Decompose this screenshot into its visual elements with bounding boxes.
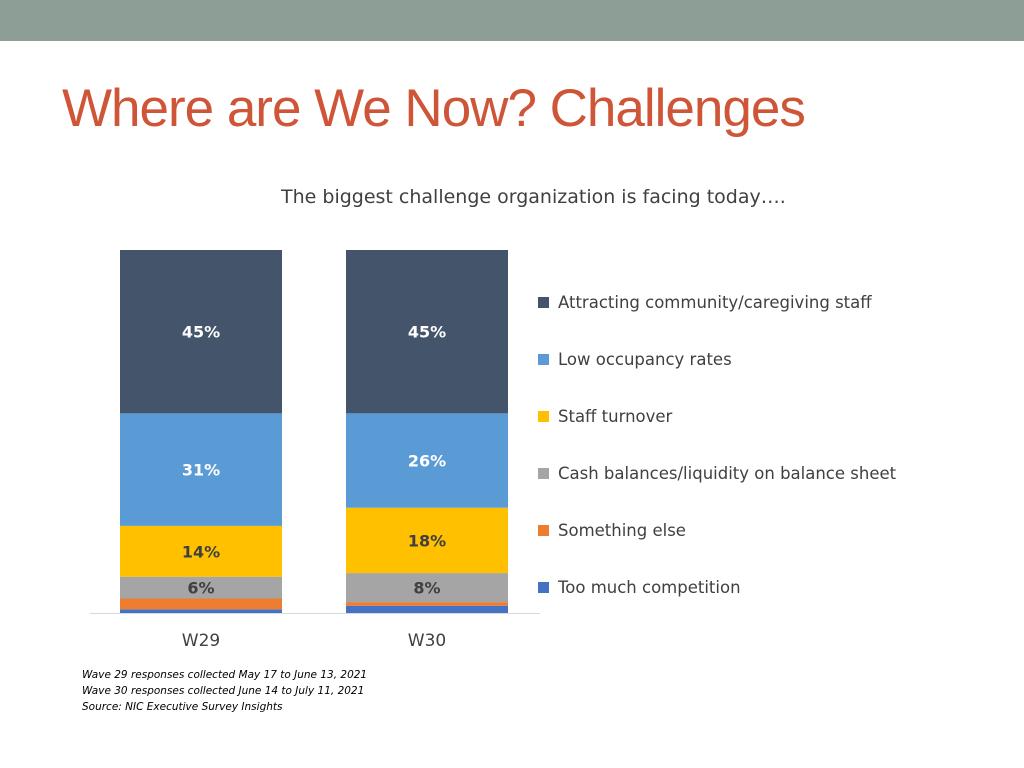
legend-swatch bbox=[538, 524, 549, 536]
bar-w29-attracting-community-caregiving-staff bbox=[120, 250, 282, 414]
footnote-wave-29: Wave 29 responses collected May 17 to Ju… bbox=[82, 669, 368, 681]
legend-item-too-much-competition: Too much competition bbox=[538, 575, 741, 599]
data-label-w29-low-occupancy-rates: 31% bbox=[182, 461, 220, 480]
legend-label: Low occupancy rates bbox=[558, 349, 732, 369]
legend-item-low-occupancy-rates: Low occupancy rates bbox=[538, 347, 732, 371]
bar-w30-cash-balances-liquidity-on-balance-sheet bbox=[346, 573, 508, 603]
legend-swatch bbox=[538, 296, 549, 308]
data-label-w30-cash-balances-liquidity-on-balance-sheet: 8% bbox=[413, 579, 440, 598]
bar-w30-low-occupancy-rates bbox=[346, 413, 508, 508]
legend-item-attracting-community-caregiving-staff: Attracting community/caregiving staff bbox=[538, 290, 872, 314]
category-label-w30: W30 bbox=[408, 631, 446, 651]
legend-swatch bbox=[538, 467, 549, 479]
legend-swatch bbox=[538, 353, 549, 365]
bar-w30-attracting-community-caregiving-staff bbox=[346, 250, 508, 414]
bar-w29-staff-turnover bbox=[120, 525, 282, 577]
data-label-w30-staff-turnover: 18% bbox=[408, 531, 446, 550]
legend-item-something-else: Something else bbox=[538, 518, 686, 542]
top-band bbox=[0, 0, 1024, 41]
bar-w29-too-much-competition bbox=[120, 609, 282, 613]
footnote-source: Source: NIC Executive Survey Insights bbox=[82, 701, 283, 713]
bar-w29-cash-balances-liquidity-on-balance-sheet bbox=[120, 576, 282, 599]
legend-label: Cash balances/liquidity on balance sheet bbox=[558, 463, 897, 483]
data-label-w29-staff-turnover: 14% bbox=[182, 542, 220, 561]
data-label-w30-low-occupancy-rates: 26% bbox=[408, 452, 446, 471]
bar-w30-staff-turnover bbox=[346, 507, 508, 574]
legend-label: Staff turnover bbox=[558, 406, 673, 426]
legend-label: Too much competition bbox=[558, 577, 741, 597]
legend-item-cash-balances-liquidity-on-balance-sheet: Cash balances/liquidity on balance sheet bbox=[538, 461, 896, 485]
footnote-wave-30: Wave 30 responses collected June 14 to J… bbox=[82, 685, 365, 697]
slide-title: Where are We Now? Challenges bbox=[62, 79, 806, 138]
data-label-w29-attracting-community-caregiving-staff: 45% bbox=[182, 323, 220, 342]
legend-item-staff-turnover: Staff turnover bbox=[538, 404, 672, 428]
legend-swatch bbox=[538, 581, 549, 593]
legend-label: Attracting community/caregiving staff bbox=[558, 292, 872, 312]
data-label-w30-attracting-community-caregiving-staff: 45% bbox=[408, 323, 446, 342]
legend-swatch bbox=[538, 410, 549, 422]
data-label-w29-cash-balances-liquidity-on-balance-sheet: 6% bbox=[187, 579, 214, 598]
bar-w30-too-much-competition bbox=[346, 605, 508, 613]
footnotes: Wave 29 responses collected May 17 to Ju… bbox=[82, 667, 367, 715]
bar-w29-low-occupancy-rates bbox=[120, 413, 282, 526]
chart-title: The biggest challenge organization is fa… bbox=[281, 186, 786, 208]
bar-w30-something-else bbox=[346, 602, 508, 606]
category-label-w29: W29 bbox=[182, 631, 220, 651]
legend-label: Something else bbox=[558, 520, 686, 540]
bar-w29-something-else bbox=[120, 598, 282, 610]
